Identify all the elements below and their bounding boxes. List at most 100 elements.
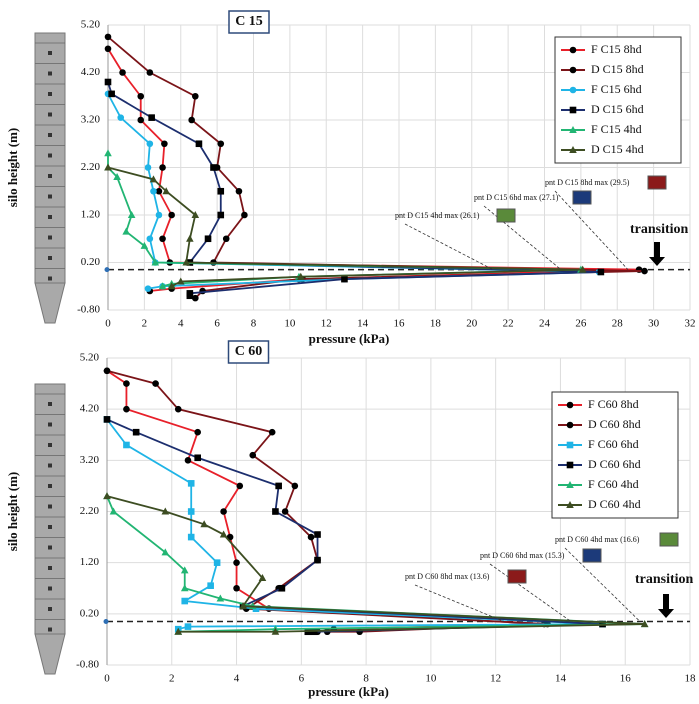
silo-sensor <box>48 402 52 406</box>
marker <box>147 235 154 242</box>
silo-sensor <box>48 443 52 447</box>
silo-sensor <box>48 628 52 632</box>
marker <box>119 69 126 76</box>
series-line <box>107 371 547 632</box>
x-axis-label: pressure (kPa) <box>309 331 390 346</box>
series-line <box>108 94 599 289</box>
marker <box>104 416 111 423</box>
annotation-swatch <box>497 209 515 222</box>
arrow-shaft <box>663 594 669 610</box>
annotation: pnt D C60 4hd max (16.6) <box>555 535 640 544</box>
marker <box>217 212 224 219</box>
annotation-swatch <box>573 191 591 204</box>
y-tick-label: 5.20 <box>80 352 100 364</box>
x-tick-label: 32 <box>685 318 696 330</box>
marker <box>314 531 321 538</box>
x-tick-label: 22 <box>503 318 514 330</box>
x-tick-label: 12 <box>321 318 332 330</box>
y-tick-label: 1.20 <box>81 209 101 221</box>
marker <box>150 188 157 195</box>
marker <box>314 557 321 564</box>
marker <box>210 164 217 171</box>
marker <box>196 140 203 147</box>
legend-label: D C60 4hd <box>588 497 641 511</box>
marker <box>122 228 130 235</box>
marker <box>567 422 574 429</box>
y-tick-label: 1.20 <box>80 556 100 568</box>
x-tick-label: 24 <box>539 318 551 330</box>
x-tick-label: 12 <box>490 673 501 685</box>
legend-label: F C15 6hd <box>591 82 642 96</box>
silo-sensor <box>48 607 52 611</box>
marker <box>570 107 577 114</box>
silo-sensor <box>48 484 52 488</box>
x-tick-label: 2 <box>169 673 175 685</box>
marker <box>272 508 279 515</box>
silo-sensor <box>48 277 52 281</box>
marker <box>137 93 144 100</box>
x-tick-label: 10 <box>284 318 296 330</box>
annotation: pnt D C15 8hd max (29.5) <box>545 178 630 187</box>
silo-sensor <box>48 72 52 76</box>
marker <box>181 598 188 605</box>
x-tick-label: 30 <box>648 318 660 330</box>
x-tick-label: 10 <box>425 673 437 685</box>
marker <box>207 582 214 589</box>
annotation: pnt D C15 6hd max (27.1) <box>474 193 559 202</box>
x-tick-label: 0 <box>104 673 110 685</box>
annotation: pnt D C15 4hd max (26.1) <box>395 211 480 220</box>
chart: 02468101214161820222426283032-0.800.201.… <box>5 11 696 346</box>
marker <box>186 235 194 242</box>
marker <box>275 483 282 490</box>
marker <box>570 47 577 54</box>
chart-title: C 15 <box>235 14 263 29</box>
marker <box>161 140 168 147</box>
x-tick-label: 4 <box>234 673 240 685</box>
silo-sensor <box>48 92 52 96</box>
marker <box>185 457 192 464</box>
silo-sensor <box>48 51 52 55</box>
silo-sensor <box>48 464 52 468</box>
marker <box>220 508 227 515</box>
annotation: pnt D C60 6hd max (15.3) <box>480 551 565 560</box>
annotation-swatch <box>660 533 678 546</box>
marker <box>292 483 299 490</box>
legend-label: F C60 8hd <box>588 397 639 411</box>
marker <box>147 140 154 147</box>
marker <box>205 235 212 242</box>
marker <box>249 452 256 459</box>
x-tick-label: 28 <box>612 318 624 330</box>
y-axis-label: silo height (m) <box>5 128 20 207</box>
x-axis-label: pressure (kPa) <box>308 684 389 699</box>
silo-sensor <box>48 566 52 570</box>
arrow-shaft <box>654 242 660 258</box>
x-tick-label: 6 <box>214 318 220 330</box>
marker <box>188 508 195 515</box>
y-tick-label: 3.20 <box>80 454 100 466</box>
marker <box>147 69 154 76</box>
y-tick-label: 3.20 <box>81 114 101 126</box>
x-tick-label: 4 <box>178 318 184 330</box>
y-tick-label: -0.80 <box>77 304 100 316</box>
marker <box>103 492 111 499</box>
legend-label: D C15 4hd <box>591 142 644 156</box>
marker <box>152 380 159 387</box>
silo-sensor <box>48 174 52 178</box>
marker <box>168 212 175 219</box>
chart: 024681012141618-0.800.201.202.203.204.20… <box>5 341 696 699</box>
silo-sensor <box>48 195 52 199</box>
legend-label: F C60 4hd <box>588 477 639 491</box>
annotation: transition <box>635 572 694 587</box>
series-line <box>108 168 583 287</box>
x-tick-label: 26 <box>575 318 587 330</box>
marker <box>279 585 286 592</box>
x-tick-label: 14 <box>555 673 567 685</box>
legend-label: D C15 8hd <box>591 62 644 76</box>
x-tick-label: 16 <box>394 318 406 330</box>
x-tick-label: 16 <box>620 673 632 685</box>
silo-sensor <box>48 587 52 591</box>
marker <box>181 584 189 591</box>
marker <box>105 79 112 86</box>
marker <box>159 235 166 242</box>
marker <box>188 534 195 541</box>
